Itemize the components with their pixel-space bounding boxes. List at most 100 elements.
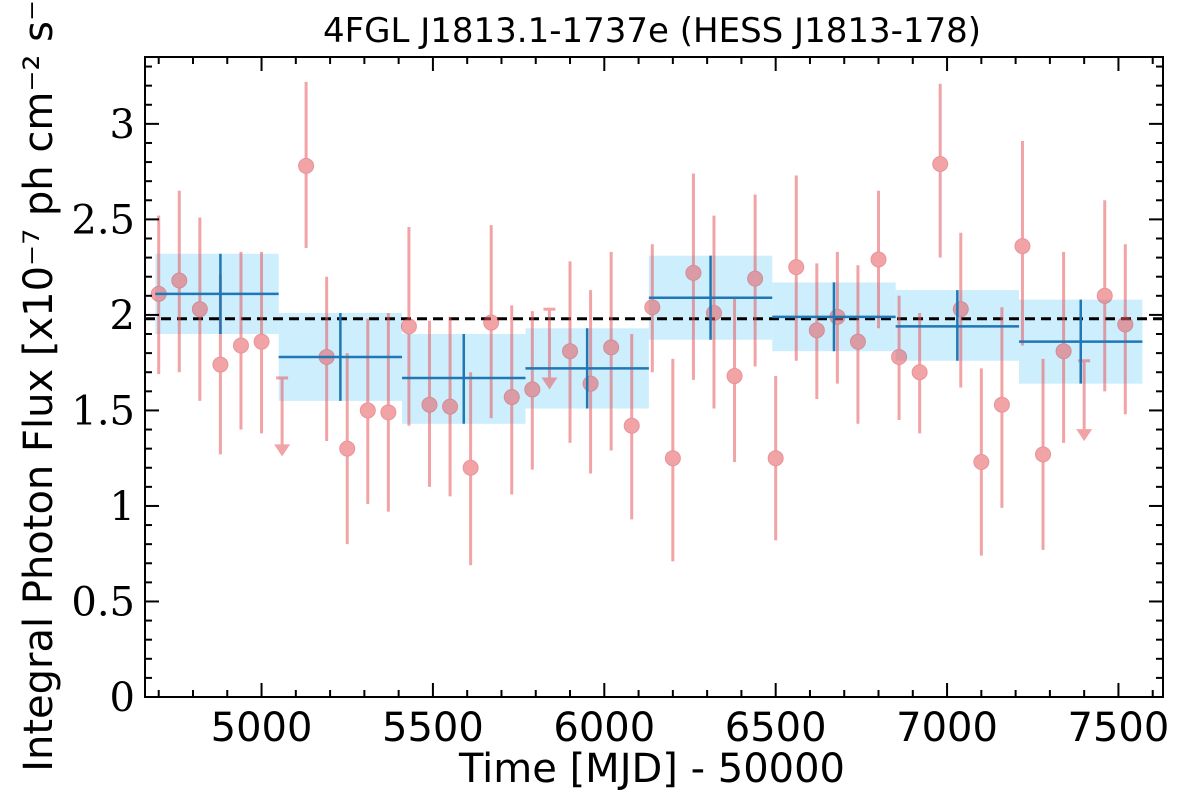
data-marker (726, 368, 743, 385)
axis-ticks: 5000 5500 6000 6500 7000 7500 0 0.5 1 1.5 2 2.5 3 (71, 57, 1169, 751)
data-marker (664, 450, 681, 467)
y-tick-label: 0.5 (71, 579, 135, 625)
data-marker (421, 396, 438, 413)
data-marker (952, 301, 969, 318)
data-point-14 (442, 316, 459, 497)
data-point-1 (171, 190, 188, 373)
data-marker (171, 272, 188, 289)
data-point-40 (973, 368, 990, 556)
x-tick-label: 6000 (553, 705, 655, 751)
data-point-20 (562, 261, 579, 443)
data-point-15 (462, 372, 479, 566)
data-point-47 (1117, 244, 1134, 415)
data-marker (623, 417, 640, 434)
data-marker (462, 459, 479, 476)
bin-cross-7 (1019, 299, 1143, 384)
data-marker (380, 404, 397, 421)
data-marker (232, 337, 249, 354)
data-point-18 (524, 311, 541, 470)
data-marker (685, 264, 702, 281)
upper-limit-arrow (541, 377, 558, 390)
data-point-32 (808, 263, 825, 399)
data-marker (993, 396, 1010, 413)
data-marker (253, 333, 270, 350)
data-point-9 (339, 353, 356, 545)
data-point-6 (274, 376, 291, 457)
upper-limit-arrow (1076, 429, 1093, 442)
y-tick-label: 2.5 (71, 197, 135, 243)
data-marker (483, 314, 500, 331)
y-tick-label: 0 (110, 675, 135, 721)
data-point-11 (380, 313, 397, 512)
data-point-26 (685, 173, 702, 380)
data-marker (788, 259, 805, 276)
data-marker (603, 339, 620, 356)
data-point-44 (1055, 251, 1072, 443)
data-marker (191, 301, 208, 318)
data-point-34 (849, 265, 866, 424)
data-point-25 (664, 358, 681, 562)
x-tick-label: 7000 (896, 705, 998, 751)
data-point-2 (191, 217, 208, 401)
data-marker (767, 450, 784, 467)
bin-cross-6 (895, 290, 1020, 361)
data-point-36 (891, 295, 908, 420)
data-marker (932, 155, 949, 172)
data-point-35 (870, 190, 887, 329)
data-marker (1035, 446, 1052, 463)
bin-cross-4 (648, 255, 773, 340)
long-bin-crosses (155, 253, 1143, 424)
data-point-30 (767, 376, 784, 541)
data-point-41 (993, 307, 1010, 508)
x-tick-label: 5000 (211, 705, 313, 751)
upper-limit-arrow (274, 444, 291, 457)
y-axis-label: Integral Photon Flux [x10⁻⁷ ph cm⁻² s⁻¹] (16, 0, 62, 772)
data-point-10 (359, 318, 376, 505)
data-marker (1096, 287, 1113, 304)
data-point-28 (726, 297, 743, 463)
data-marker (524, 381, 541, 398)
data-marker (870, 251, 887, 268)
y-tick-label: 3 (110, 102, 135, 148)
bin-cross-2 (402, 334, 526, 424)
data-point-27 (705, 215, 722, 409)
data-marker (503, 389, 520, 406)
data-point-12 (400, 227, 417, 426)
data-point-23 (623, 334, 640, 520)
data-marker (582, 375, 599, 392)
data-point-16 (483, 225, 500, 419)
data-point-42 (1014, 141, 1031, 346)
y-tick-label: 1 (110, 484, 135, 530)
data-marker (562, 343, 579, 360)
data-point-5 (253, 251, 270, 434)
x-axis-label: Time [MJD] - 50000 (458, 746, 845, 792)
chart-title: 4FGL J1813.1-1737e (HESS J1813-178) (323, 11, 981, 51)
y-tick-label: 1.5 (71, 388, 135, 434)
data-point-29 (747, 194, 764, 367)
data-marker (891, 348, 908, 365)
x-tick-label: 6500 (725, 705, 827, 751)
x-tick-label: 7500 (1068, 705, 1170, 751)
bin-cross-0 (155, 253, 279, 335)
data-point-38 (932, 83, 949, 258)
bin-cross-3 (525, 328, 649, 409)
data-marker (644, 299, 661, 316)
data-marker (747, 270, 764, 287)
data-point-4 (232, 251, 249, 430)
data-marker (1117, 316, 1134, 333)
data-point-22 (603, 251, 620, 451)
data-marker (339, 440, 356, 457)
plot-border (144, 56, 1164, 698)
data-point-43 (1035, 358, 1052, 550)
data-point-37 (911, 313, 928, 434)
data-point-17 (503, 305, 520, 495)
data-point-7 (298, 81, 315, 249)
data-marker (849, 333, 866, 350)
plot-frame (144, 56, 1164, 698)
data-point-31 (788, 175, 805, 361)
data-marker (973, 454, 990, 471)
data-point-39 (952, 232, 969, 388)
short-bin-points (150, 81, 1134, 566)
data-point-24 (644, 244, 661, 373)
